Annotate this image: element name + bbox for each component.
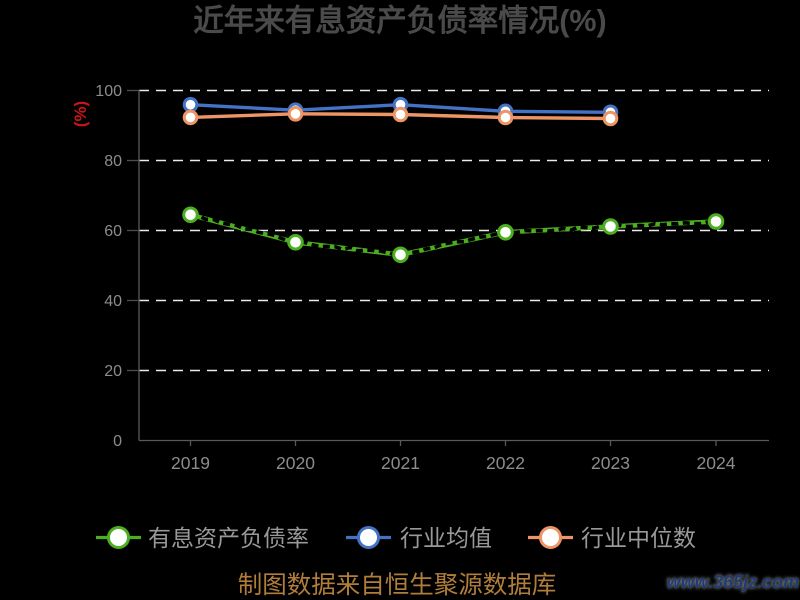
svg-text:(%): (%) [71, 101, 90, 127]
svg-text:2023: 2023 [591, 453, 630, 473]
svg-text:40: 40 [104, 293, 122, 310]
svg-text:近年来有息资产负债率情况(%): 近年来有息资产负债率情况(%) [193, 3, 606, 38]
svg-text:100: 100 [95, 83, 122, 100]
svg-text:行业均值: 行业均值 [400, 525, 492, 551]
svg-text:80: 80 [104, 153, 122, 170]
svg-text:制图数据来自恒生聚源数据库: 制图数据来自恒生聚源数据库 [238, 571, 557, 599]
svg-text:行业中位数: 行业中位数 [581, 525, 696, 551]
svg-text:2021: 2021 [381, 453, 420, 473]
svg-text:60: 60 [104, 223, 122, 240]
svg-text:2019: 2019 [171, 453, 210, 473]
svg-text:有息资产负债率: 有息资产负债率 [148, 525, 309, 551]
svg-text:www.365jz.com: www.365jz.com [667, 572, 799, 592]
svg-text:2024: 2024 [697, 453, 736, 473]
svg-text:20: 20 [104, 363, 122, 380]
svg-text:2020: 2020 [276, 453, 315, 473]
svg-text:2022: 2022 [486, 453, 525, 473]
svg-text:0: 0 [113, 433, 122, 450]
